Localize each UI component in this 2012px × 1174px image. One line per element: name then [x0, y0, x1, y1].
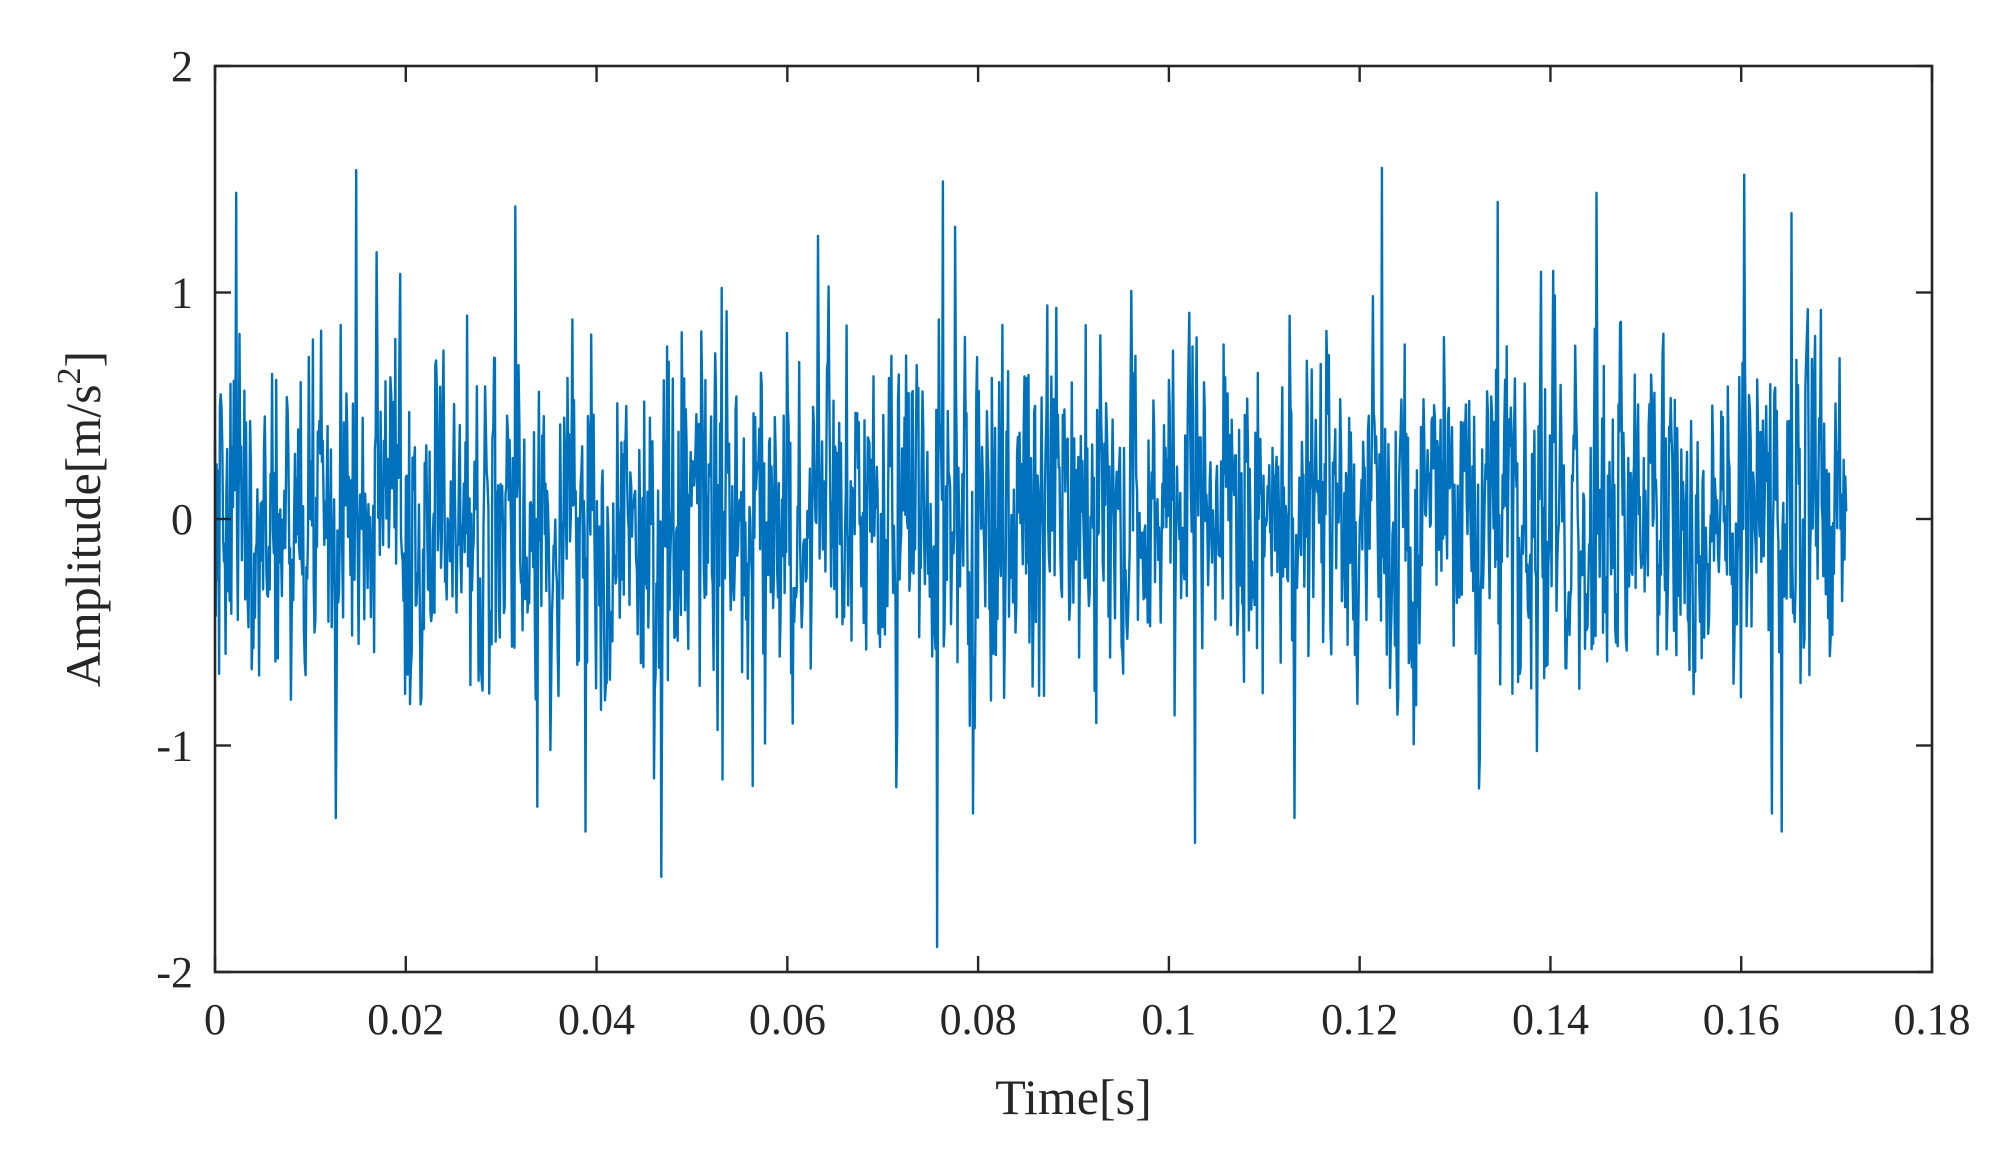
x-tick-label: 0.04	[558, 995, 635, 1044]
x-tick-label: 0.02	[367, 995, 444, 1044]
x-tick-label: 0.16	[1703, 995, 1780, 1044]
x-tick-label: 0.18	[1894, 995, 1971, 1044]
x-tick-label: 0.12	[1321, 995, 1398, 1044]
ticks-layer: 0 0.02 0.04 0.06 0.08 0.1 0.12 0.14 0.16 0.18 -2 -1…	[156, 42, 1970, 1044]
y-axis-title-text: Amplitude[m/s	[55, 384, 111, 687]
y-tick-label: 1	[171, 269, 193, 318]
x-tick-label: 0.06	[749, 995, 826, 1044]
signal-layer	[213, 166, 1848, 949]
x-tick-label: 0.14	[1512, 995, 1589, 1044]
x-tick-label: 0.08	[940, 995, 1017, 1044]
x-tick-label: 0	[204, 995, 226, 1044]
y-axis-title-superscript: 2	[51, 367, 88, 384]
signal-series-line	[213, 166, 1848, 949]
y-tick-label: -1	[156, 722, 193, 771]
x-tick-label: 0.1	[1141, 995, 1196, 1044]
y-tick-label: 0	[171, 495, 193, 544]
x-axis-title: Time[s]	[995, 1069, 1152, 1125]
y-axis-title-suffix: ]	[55, 351, 111, 368]
y-tick-label: 2	[171, 42, 193, 91]
y-tick-label: -2	[156, 948, 193, 997]
y-axis-title: Amplitude[m/s2]	[51, 351, 111, 687]
